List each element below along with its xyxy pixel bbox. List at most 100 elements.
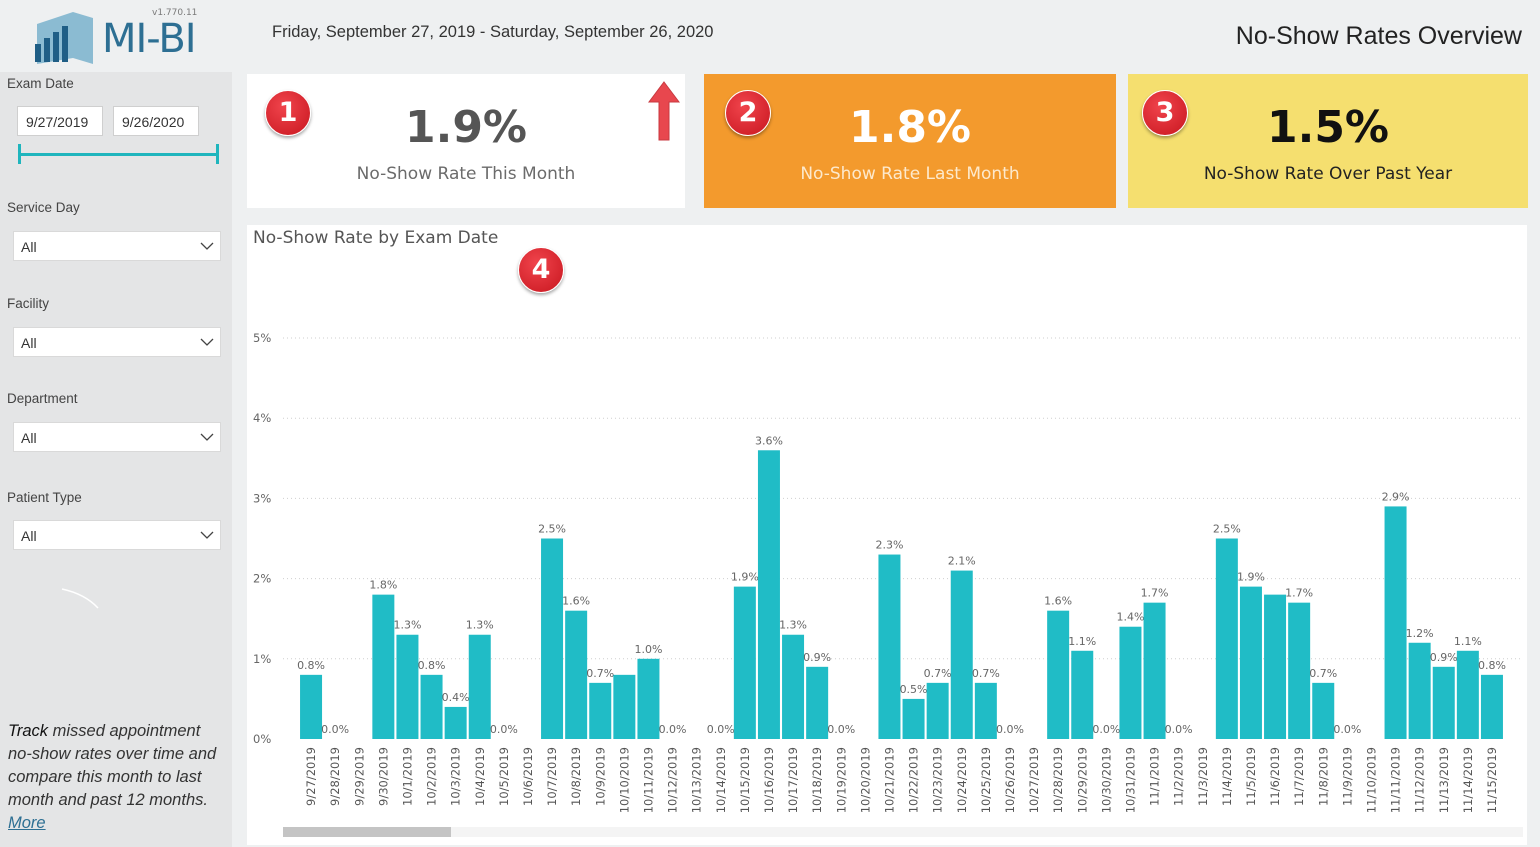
- decorative-stroke: [61, 588, 99, 609]
- data-label: 0.8%: [297, 659, 325, 672]
- x-tick-label: 11/2/2019: [1172, 747, 1186, 806]
- bar: [637, 658, 660, 739]
- callout-badge-3: 3: [1142, 90, 1188, 136]
- range-end-handle[interactable]: [216, 144, 219, 164]
- bar: [1071, 650, 1094, 739]
- department-label: Department: [7, 391, 78, 406]
- callout-badge-2: 2: [725, 90, 771, 136]
- x-tick-label: 10/4/2019: [473, 747, 487, 806]
- y-tick-label: 0%: [253, 732, 271, 746]
- bar: [589, 682, 612, 739]
- x-tick-label: 11/9/2019: [1340, 747, 1354, 806]
- x-tick-label: 9/30/2019: [376, 747, 390, 806]
- x-tick-label: 10/16/2019: [762, 747, 776, 813]
- data-label: 1.1%: [1068, 635, 1096, 648]
- x-tick-label: 10/23/2019: [931, 747, 945, 813]
- bar: [372, 594, 395, 739]
- kpi-label-this-month: No-Show Rate This Month: [356, 164, 576, 184]
- data-label: 1.1%: [1454, 635, 1482, 648]
- patient-type-label: Patient Type: [7, 490, 82, 505]
- x-tick-label: 11/4/2019: [1220, 747, 1234, 806]
- x-tick-label: 10/6/2019: [521, 747, 535, 806]
- x-tick-label: 10/12/2019: [666, 747, 680, 813]
- x-tick-label: 11/10/2019: [1364, 747, 1378, 813]
- report-description: Track missed appointment no-show rates o…: [8, 720, 228, 835]
- start-date-input[interactable]: 9/27/2019: [17, 106, 103, 136]
- bar: [757, 450, 780, 739]
- kpi-card-last-month: 2 1.8% No-Show Rate Last Month: [704, 74, 1116, 208]
- data-label: 1.3%: [393, 619, 421, 632]
- y-tick-label: 3%: [253, 491, 271, 505]
- data-label: 0.7%: [586, 667, 614, 680]
- patient-type-dropdown[interactable]: All: [13, 520, 221, 550]
- x-tick-label: 10/8/2019: [569, 747, 583, 806]
- x-tick-label: 10/11/2019: [641, 747, 655, 813]
- x-tick-label: 9/28/2019: [328, 747, 342, 806]
- data-label: 0.0%: [321, 723, 349, 736]
- x-tick-label: 10/29/2019: [1075, 747, 1089, 813]
- logo-area: MI-BI v1.770.11: [0, 0, 232, 72]
- facility-dropdown[interactable]: All: [13, 327, 221, 357]
- service-day-value: All: [21, 239, 37, 255]
- data-label: 0.7%: [972, 667, 1000, 680]
- department-dropdown[interactable]: All: [13, 422, 221, 452]
- data-label: 0.0%: [707, 723, 735, 736]
- scrollbar-thumb[interactable]: [283, 827, 451, 837]
- bar: [444, 706, 467, 739]
- data-label: 1.2%: [1406, 627, 1434, 640]
- chart-title: No-Show Rate by Exam Date: [253, 228, 499, 248]
- x-tick-label: 11/13/2019: [1437, 747, 1451, 813]
- x-tick-label: 10/3/2019: [449, 747, 463, 806]
- x-tick-label: 10/5/2019: [497, 747, 511, 806]
- x-tick-label: 10/9/2019: [593, 747, 607, 806]
- data-label: 2.1%: [948, 555, 976, 568]
- horizontal-scrollbar[interactable]: [283, 827, 1523, 837]
- x-tick-label: 11/12/2019: [1413, 747, 1427, 813]
- x-tick-label: 11/5/2019: [1244, 747, 1258, 806]
- bar: [541, 538, 564, 739]
- data-label: 2.5%: [538, 523, 566, 536]
- bar: [468, 634, 491, 739]
- y-tick-label: 4%: [253, 411, 271, 425]
- service-day-dropdown[interactable]: All: [13, 231, 221, 261]
- date-range-slider[interactable]: [19, 153, 219, 156]
- bar: [1480, 674, 1503, 739]
- trend-up-arrow-icon: [648, 81, 680, 141]
- x-tick-label: 10/20/2019: [858, 747, 872, 813]
- bar: [1288, 602, 1311, 739]
- page-title: No-Show Rates Overview: [1235, 22, 1522, 50]
- bar: [1047, 610, 1070, 739]
- data-label: 1.6%: [1044, 595, 1072, 608]
- bar: [1119, 626, 1142, 739]
- data-label: 0.9%: [1430, 651, 1458, 664]
- x-tick-label: 11/8/2019: [1316, 747, 1330, 806]
- data-label: 1.3%: [466, 619, 494, 632]
- kpi-value-last-month: 1.8%: [848, 102, 972, 153]
- data-label: 1.8%: [369, 579, 397, 592]
- x-tick-label: 9/29/2019: [352, 747, 366, 806]
- bar: [420, 674, 443, 739]
- data-label: 0.4%: [442, 691, 470, 704]
- bar: [733, 586, 756, 739]
- x-tick-label: 10/10/2019: [617, 747, 631, 813]
- x-tick-label: 10/2/2019: [425, 747, 439, 806]
- more-link[interactable]: More: [8, 814, 46, 832]
- facility-value: All: [21, 335, 37, 351]
- bar: [1143, 602, 1166, 739]
- data-label: 0.0%: [1165, 723, 1193, 736]
- x-tick-label: 11/15/2019: [1485, 747, 1499, 813]
- data-label: 0.0%: [490, 723, 518, 736]
- data-label: 1.4%: [1116, 611, 1144, 624]
- end-date-input[interactable]: 9/26/2020: [113, 106, 199, 136]
- data-label: 0.5%: [900, 683, 928, 696]
- bar: [950, 570, 973, 739]
- x-tick-label: 10/28/2019: [1051, 747, 1065, 813]
- x-tick-label: 11/7/2019: [1292, 747, 1306, 806]
- x-tick-label: 10/1/2019: [400, 747, 414, 806]
- description-lead: Track: [8, 722, 49, 740]
- data-label: 0.7%: [924, 667, 952, 680]
- bar: [1215, 538, 1238, 739]
- x-tick-label: 11/6/2019: [1268, 747, 1282, 806]
- range-start-handle[interactable]: [18, 144, 21, 164]
